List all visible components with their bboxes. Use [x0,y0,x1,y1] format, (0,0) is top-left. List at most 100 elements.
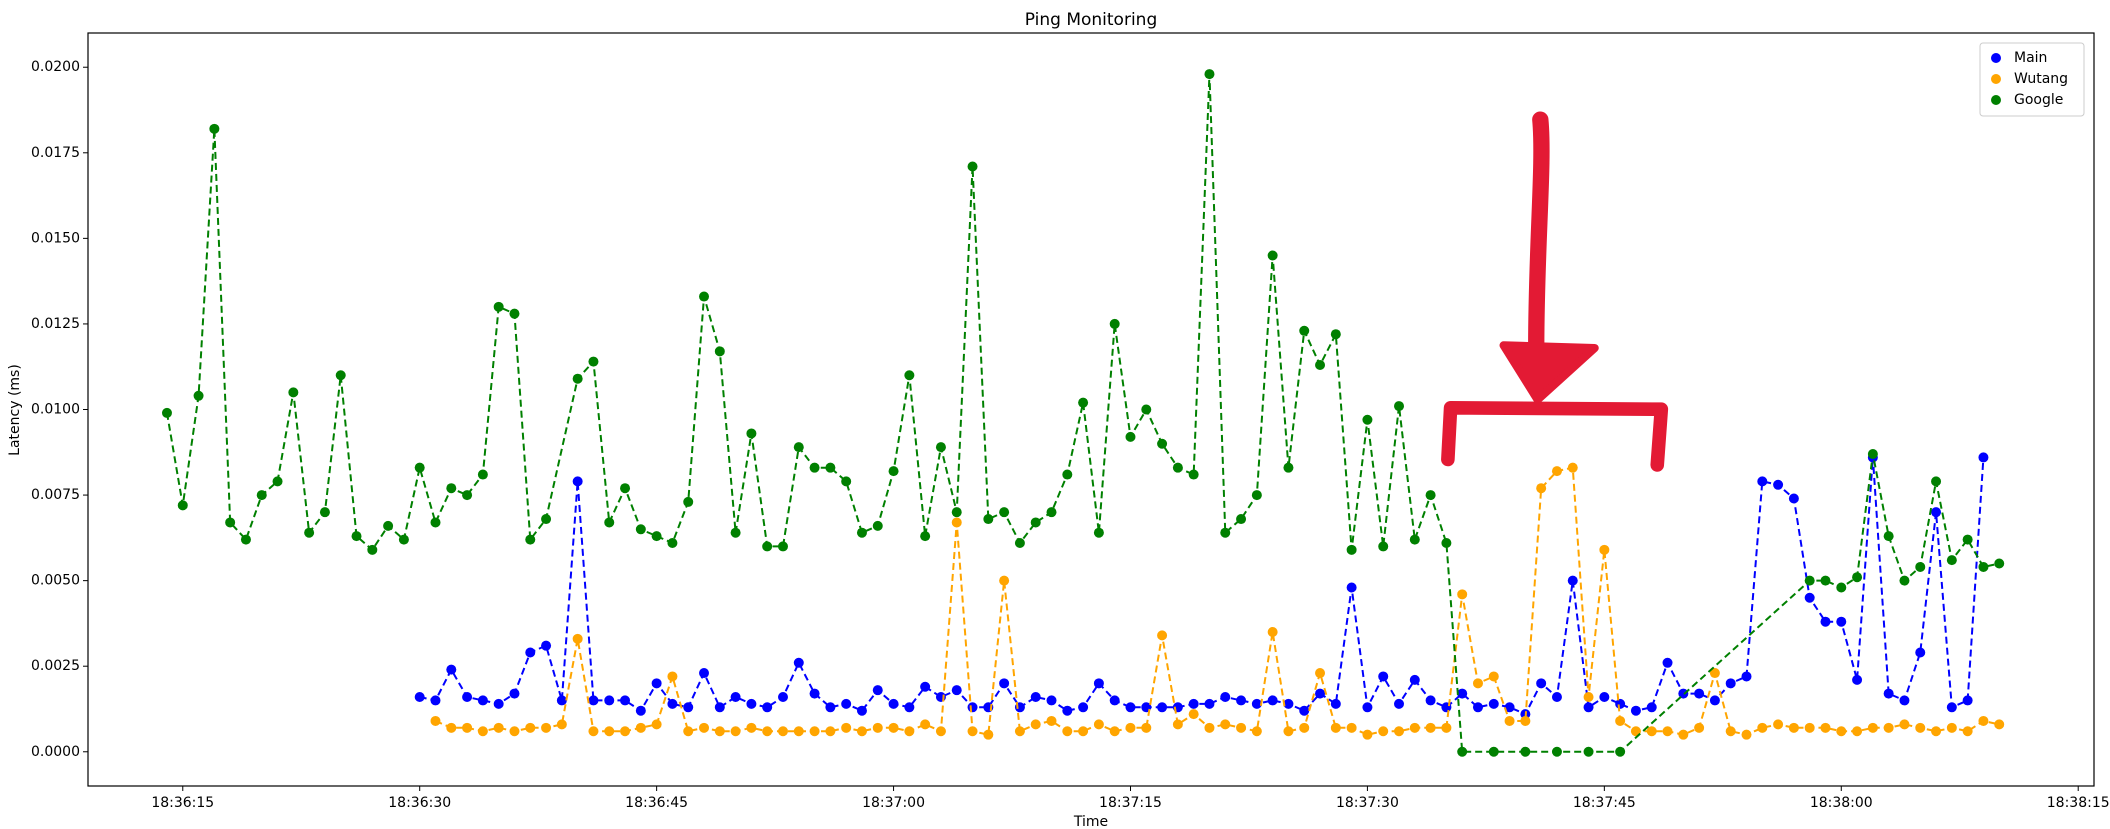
data-point [620,695,631,706]
data-point [1852,726,1863,737]
data-point [572,633,583,644]
data-point [935,442,946,453]
data-point [1978,561,1989,572]
data-point [1188,469,1199,480]
data-point [809,688,820,699]
data-point [888,466,899,477]
data-point [1109,318,1120,329]
data-point [161,407,172,418]
data-point [398,534,409,545]
data-point [1220,692,1231,703]
series-line [165,74,2000,753]
y-tick-label: 0.0150 [31,230,80,246]
data-point [1046,695,1057,706]
data-point [1394,726,1405,737]
series-line [435,466,2000,736]
data-point [1915,722,1926,733]
data-point [1283,698,1294,709]
data-point [1330,698,1341,709]
data-point [1378,726,1389,737]
data-point [1599,544,1610,555]
data-point [1725,678,1736,689]
legend-label: Wutang [2014,71,2068,87]
data-point [635,705,646,716]
data-point [1409,674,1420,685]
data-point [209,123,220,134]
data-point [1599,692,1610,703]
data-point [1125,431,1136,442]
data-point [967,161,978,172]
data-point [746,698,757,709]
data-point [1236,722,1247,733]
x-tick-label: 18:36:30 [388,795,451,811]
data-point [1757,476,1768,487]
data-point [983,514,994,525]
data-point [762,541,773,552]
data-point [856,527,867,538]
data-point [1931,507,1942,518]
data-point [1204,69,1215,80]
data-point [1172,462,1183,473]
data-point [1520,746,1531,757]
data-point [809,462,820,473]
data-point [1220,719,1231,730]
data-point [1299,705,1310,716]
data-point [1315,668,1326,679]
data-point [1709,668,1720,679]
chart-title: Ping Monitoring [1025,10,1157,30]
data-point [1141,722,1152,733]
data-point [699,291,710,302]
data-point [999,507,1010,518]
data-point [714,726,725,737]
series [430,462,2005,740]
data-point [1788,722,1799,733]
data-point [1394,698,1405,709]
data-point [1709,695,1720,706]
data-point [1630,726,1641,737]
data-point [699,668,710,679]
data-point [699,722,710,733]
data-point [1899,695,1910,706]
data-point [1583,692,1594,703]
data-point [493,301,504,312]
data-point [1378,541,1389,552]
data-point [1062,726,1073,737]
data-point [841,722,852,733]
data-point [1820,575,1831,586]
data-point [1251,698,1262,709]
data-point [1836,582,1847,593]
data-point [1457,746,1468,757]
data-point [1867,722,1878,733]
data-point [462,692,473,703]
data-point [746,428,757,439]
y-tick-label: 0.0000 [31,744,80,760]
y-tick-label: 0.0125 [31,316,80,332]
data-point [1488,671,1499,682]
data-point [1267,250,1278,261]
data-point [1283,726,1294,737]
data-point [477,726,488,737]
data-point [1662,726,1673,737]
data-point [841,476,852,487]
x-tick-label: 18:37:15 [1099,795,1162,811]
data-point [809,726,820,737]
y-tick-label: 0.0025 [31,658,80,674]
data-point [1441,722,1452,733]
data-point [1157,630,1168,641]
data-point [1678,688,1689,699]
data-point [1046,715,1057,726]
data-point [1188,698,1199,709]
data-point [856,705,867,716]
data-point [1062,469,1073,480]
data-point [1204,698,1215,709]
data-point [1741,671,1752,682]
data-point [1867,448,1878,459]
data-point [1172,719,1183,730]
data-point [1836,616,1847,627]
data-point [1520,715,1531,726]
data-point [683,496,694,507]
data-point [999,575,1010,586]
data-point [1441,537,1452,548]
data-point [1236,514,1247,525]
